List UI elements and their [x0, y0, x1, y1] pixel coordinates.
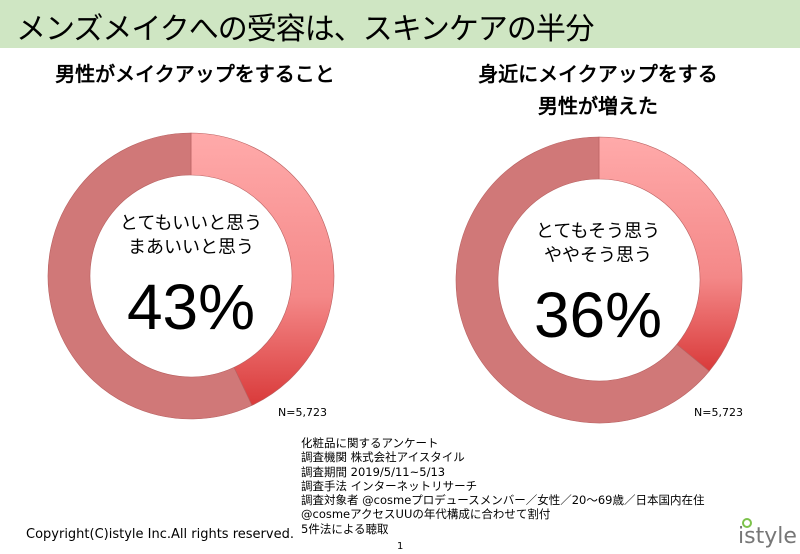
note-line: 化粧品に関するアンケート: [301, 436, 439, 450]
note-line: 調査期間 2019/5/11~5/13: [301, 464, 446, 479]
chart-2-value: 36%: [533, 279, 663, 351]
chart-1-rest-slice: [47, 132, 253, 420]
chart-1-center: とてもいいと思う まあいいと思う 43%: [91, 212, 291, 344]
note-line: @cosmeアクセスUUの年代構成に合わせて割付: [301, 507, 551, 522]
istyle-logo: istyle: [738, 524, 797, 549]
title-bar: メンズメイクへの受容は、スキンケアの半分: [0, 0, 800, 48]
note-line: 調査対象者 @cosmeプロデュースメンバー／女性／20～69歳／日本国内在住: [301, 493, 705, 508]
logo-dot-icon: [742, 518, 752, 528]
note-line: 調査機関 株式会社アイスタイル: [301, 450, 465, 465]
chart-1-n: N=5,723: [278, 406, 327, 419]
chart-2-title-line-2: 男性が増えた: [538, 94, 658, 118]
chart-1-highlight-slice: [190, 132, 335, 406]
chart-1-label-1: とてもいいと思う: [119, 213, 263, 234]
chart-1-label-2: まあいいと思う: [128, 237, 254, 258]
chart-2-label-1: とてもそう思う: [535, 221, 661, 242]
page-title: メンズメイクへの受容は、スキンケアの半分: [16, 12, 595, 47]
chart-2-title-line-1: 身近にメイクアップをする: [478, 62, 718, 86]
note-line: 調査手法 インターネットリサーチ: [301, 478, 478, 493]
survey-notes: 化粧品に関するアンケート 調査機関 株式会社アイスタイル 調査期間 2019/5…: [301, 436, 704, 536]
chart-1-value: 43%: [126, 271, 256, 343]
chart-2-label-2: ややそう思う: [544, 245, 652, 266]
chart-2-highlight-slice: [598, 136, 743, 372]
copyright: Copyright(C)istyle Inc.All rights reserv…: [26, 527, 294, 542]
chart-1-title: 男性がメイクアップをすること: [55, 62, 335, 86]
chart-2-center: とてもそう思う ややそう思う 36%: [498, 220, 698, 352]
chart-2-title: 身近にメイクアップをする 男性が増えた: [448, 58, 748, 122]
chart-2-rest-slice: [455, 136, 710, 424]
page-number: 1: [397, 541, 404, 552]
note-line: 5件法による聴取: [301, 521, 389, 536]
chart-2-n: N=5,723: [694, 406, 743, 419]
